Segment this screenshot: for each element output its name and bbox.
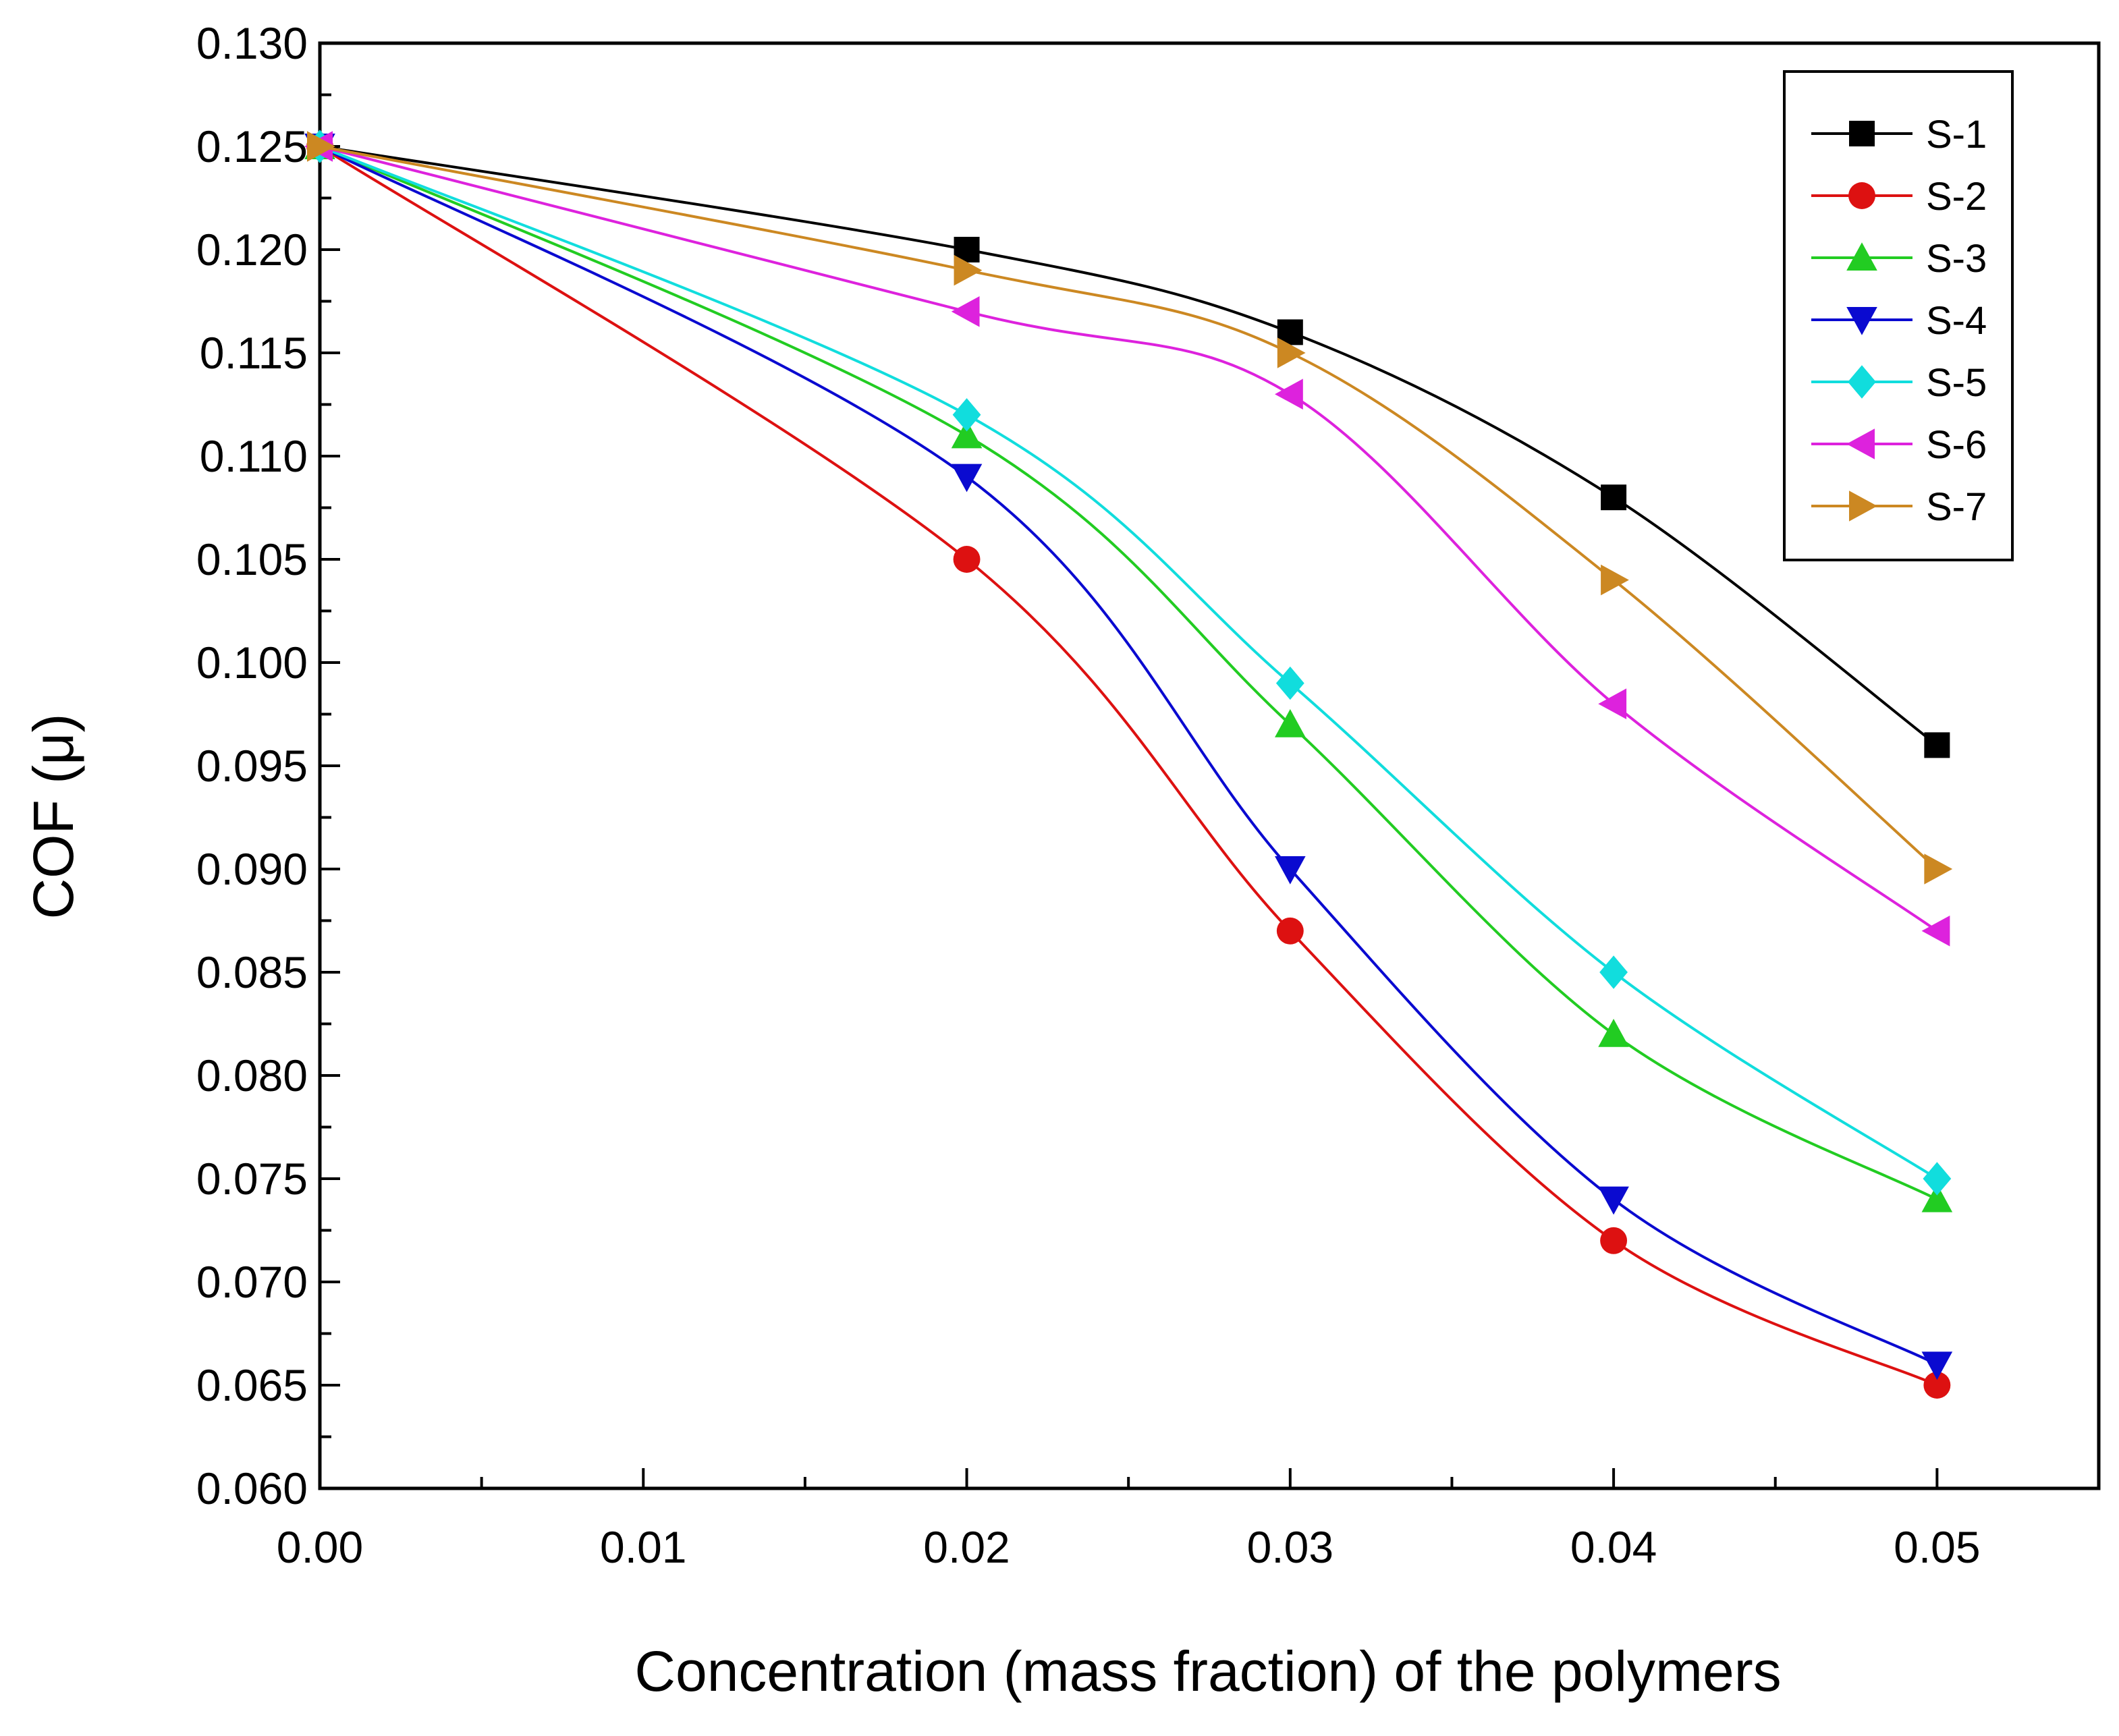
series-s-6 (304, 131, 1950, 947)
series-line (319, 145, 1938, 1366)
triangle-up-marker (1275, 709, 1306, 737)
triangle-up-marker (1921, 1183, 1953, 1212)
legend-item: S-5 (1811, 361, 1987, 405)
legend-label: S-3 (1926, 237, 1987, 281)
triangle-down-marker (1598, 1186, 1629, 1215)
triangle-right-marker (1849, 491, 1877, 522)
legend-item: S-3 (1811, 237, 1987, 281)
legend-label: S-4 (1926, 299, 1987, 343)
series-line (319, 145, 1938, 870)
x-tick-label: 0.03 (1247, 1522, 1333, 1572)
triangle-up-marker (1598, 1019, 1629, 1047)
y-tick-label: 0.085 (196, 947, 308, 997)
triangle-up-marker (1846, 242, 1877, 271)
legend: S-1 S-2 S-3 S-4 S-5 S-6 S-7 (1783, 70, 2014, 561)
triangle-left-marker (1598, 688, 1627, 719)
y-tick-label: 0.095 (196, 741, 308, 791)
diamond-marker (1923, 1162, 1952, 1196)
y-tick-label: 0.120 (196, 225, 308, 275)
y-axis-title: COF (μ) (22, 714, 85, 920)
y-tick-label: 0.080 (196, 1051, 308, 1100)
legend-label: S-7 (1926, 485, 1987, 529)
legend-item: S-7 (1811, 485, 1987, 529)
y-tick-label: 0.065 (196, 1360, 308, 1410)
series-line (319, 145, 1938, 746)
x-tick-label: 0.04 (1570, 1522, 1657, 1572)
diamond-marker (952, 398, 981, 432)
triangle-down-marker (1921, 1351, 1953, 1380)
x-axis-title: Concentration (mass fraction) of the pol… (634, 1640, 1781, 1703)
series-line (319, 145, 1938, 1180)
x-tick-label: 0.05 (1894, 1522, 1980, 1572)
x-tick-label: 0.00 (277, 1522, 363, 1572)
x-tick-label: 0.02 (923, 1522, 1010, 1572)
diamond-marker (1275, 666, 1304, 700)
series-line (319, 145, 1938, 1201)
series-line (319, 145, 1938, 932)
y-tick-label: 0.060 (196, 1463, 308, 1513)
triangle-left-marker (1846, 428, 1875, 459)
triangle-right-marker (1601, 564, 1629, 596)
series-layer (304, 130, 1953, 1399)
triangle-left-marker (951, 296, 980, 327)
triangle-left-marker (1275, 379, 1303, 410)
legend-label: S-5 (1926, 361, 1987, 405)
y-tick-label: 0.110 (200, 431, 308, 481)
legend-label: S-1 (1926, 113, 1987, 157)
triangle-down-marker (951, 464, 983, 493)
legend-label: S-2 (1926, 175, 1987, 219)
circle-marker (953, 546, 981, 573)
square-marker (1924, 732, 1950, 758)
triangle-right-marker (1924, 853, 1953, 885)
circle-marker (1923, 1372, 1951, 1399)
y-tick-label: 0.105 (196, 534, 308, 584)
triangle-left-marker (1921, 916, 1950, 947)
legend-item: S-6 (1811, 423, 1987, 467)
series-s-7 (307, 131, 1953, 885)
circle-marker (1276, 917, 1304, 945)
triangle-right-marker (307, 131, 335, 162)
triangle-down-marker (1846, 307, 1877, 335)
y-tick-label: 0.100 (196, 638, 308, 688)
legend-item: S-4 (1811, 299, 1987, 343)
legend-label: S-6 (1926, 423, 1987, 467)
diamond-marker (1848, 365, 1876, 399)
triangle-right-marker (1277, 337, 1306, 368)
x-tick-label: 0.01 (600, 1522, 686, 1572)
y-tick-label: 0.090 (196, 844, 308, 894)
legend-item: S-1 (1811, 113, 1987, 157)
y-tick-label: 0.070 (196, 1257, 308, 1307)
legend-box (1783, 70, 2014, 561)
diamond-marker (1599, 955, 1628, 989)
square-marker (1601, 484, 1627, 511)
legend-item: S-2 (1811, 175, 1987, 219)
y-tick-label: 0.115 (200, 328, 308, 378)
triangle-down-marker (1275, 856, 1306, 885)
y-tick-label: 0.130 (196, 18, 308, 68)
series-line (319, 145, 1938, 1387)
triangle-right-marker (954, 254, 983, 286)
y-tick-label: 0.125 (196, 121, 308, 171)
triangle-up-marker (951, 420, 983, 449)
circle-marker (1848, 182, 1875, 209)
circle-marker (1600, 1227, 1628, 1254)
y-tick-label: 0.075 (196, 1154, 308, 1204)
square-marker (1849, 121, 1875, 146)
axes: 0.00 0.01 0.02 0.03 0.04 0.05 0.060 0.065 0.070 0… (196, 18, 2101, 1572)
